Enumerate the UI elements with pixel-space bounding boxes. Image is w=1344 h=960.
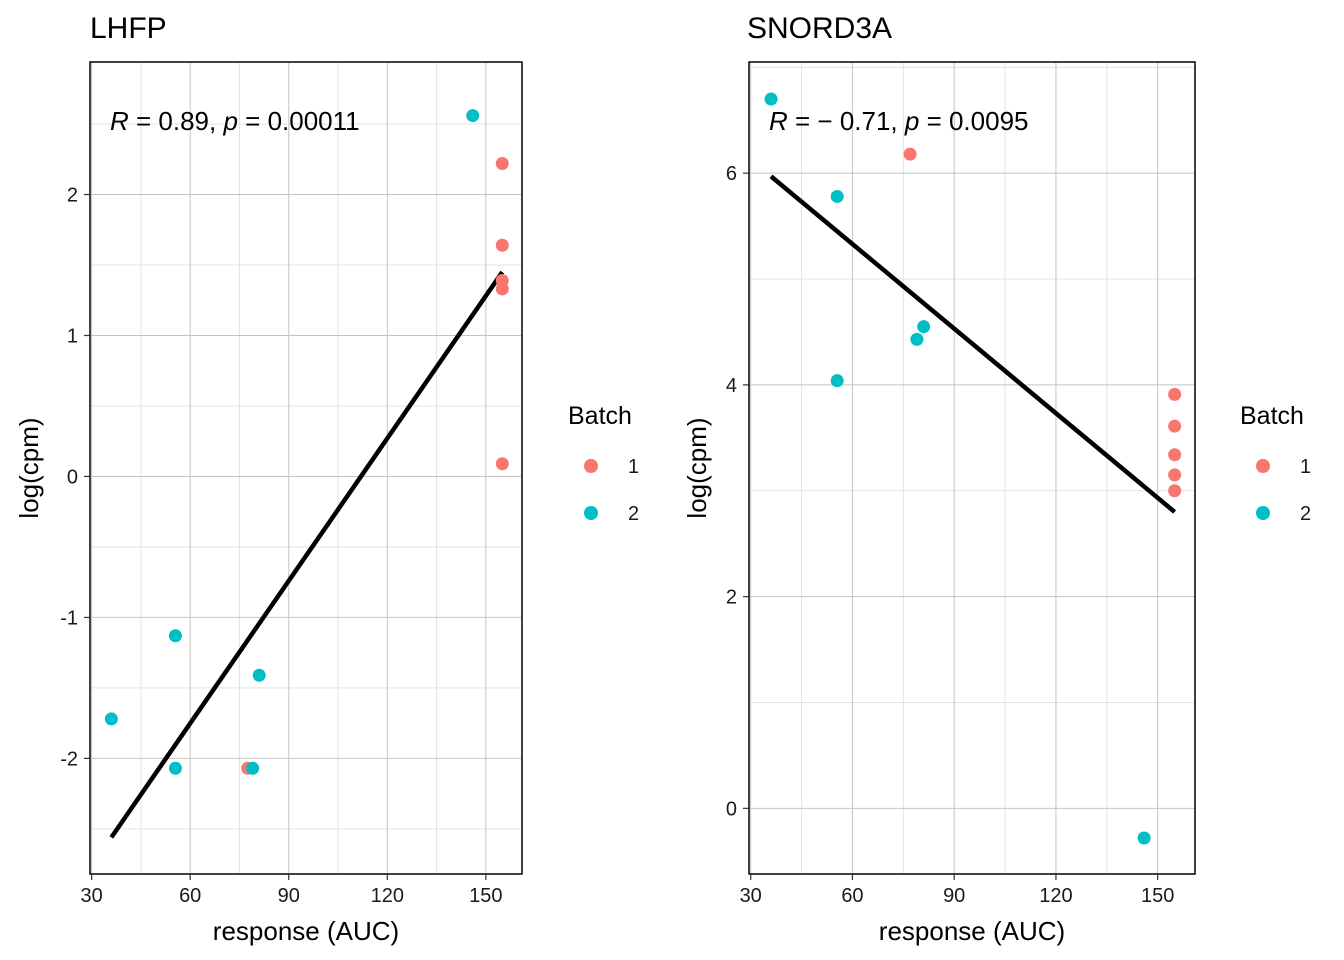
legend-swatch-batch-1 [584,459,598,473]
x-tick-label: 120 [371,885,404,907]
annotation-r-text: = − 0.71, [788,106,905,136]
legend-label: 1 [628,456,639,478]
correlation-annotation: R = 0.89, p = 0.00011 [110,106,360,136]
data-point-batch-1 [495,457,509,471]
legend: Batch 1 2 [568,402,639,525]
data-point-batch-1 [1168,419,1182,433]
data-point-batch-1 [495,282,509,296]
data-point-batch-2 [910,332,924,346]
x-tick-label: 90 [278,885,300,907]
regression-line [769,174,1177,514]
correlation-annotation: R = − 0.71, p = 0.0095 [769,106,1029,136]
annotation-r-label: R [769,106,788,136]
legend-swatch-batch-1 [1256,459,1270,473]
data-point-batch-1 [1168,468,1182,482]
y-tick-label: 0 [726,798,737,820]
chart-title: LHFP [90,12,167,45]
annotation-p-label: p [904,106,919,136]
x-tick-label: 150 [1141,885,1174,907]
data-point-batch-1 [495,157,509,170]
chart-title: SNORD3A [747,12,892,45]
x-tick-label: 120 [1039,885,1072,907]
panel-border [89,61,523,875]
y-tick-label: 0 [67,466,78,488]
legend: Batch 1 2 [1240,402,1311,525]
annotation-r-label: R [110,106,129,136]
legend-label: 2 [628,503,639,525]
regression-line [109,270,505,839]
y-tick-label: 4 [726,375,737,397]
x-tick-label: 30 [740,885,762,907]
data-point-batch-2 [104,712,118,726]
x-tick-label: 90 [943,885,965,907]
x-tick-label: 60 [841,885,863,907]
data-point-batch-2 [168,761,182,775]
data-point-batch-2 [764,92,778,106]
annotation-p-text: = 0.00011 [238,106,360,136]
x-tick-label: 30 [81,885,103,907]
data-point-batch-2 [466,109,480,123]
y-axis-title: log(cpm) [14,417,44,518]
y-tick-label: 2 [726,587,737,609]
legend-swatch-batch-2 [584,506,598,520]
annotation-p-text: = 0.0095 [919,106,1028,136]
data-point-batch-2 [830,374,844,388]
data-point-batch-1 [903,147,917,161]
y-tick-label: 1 [67,325,78,347]
data-point-batch-1 [1168,387,1182,401]
annotation-r-text: = 0.89, [129,106,224,136]
legend-label: 1 [1300,456,1311,478]
data-point-batch-2 [246,761,260,775]
y-tick-label: -2 [60,748,78,770]
y-tick-label: 6 [726,163,737,185]
x-axis-title: response (AUC) [213,916,399,946]
data-point-batch-1 [495,238,509,252]
chart-panel-1: 30 60 90 120 150 -2 -1 0 1 2 LHFP response (AUC) log… [14,12,639,946]
panel-border [748,61,1196,875]
annotation-p-label: p [222,106,237,136]
chart-panel-2: 30 60 90 120 150 0 2 4 6 SNORD3A response (AUC) log… [682,12,1311,946]
data-point-batch-2 [1137,831,1151,845]
legend-title: Batch [1240,402,1304,430]
data-point-batch-2 [168,629,182,643]
data-point-batch-1 [1168,484,1182,498]
legend-swatch-batch-2 [1256,506,1270,520]
legend-title: Batch [568,402,632,430]
x-axis-title: response (AUC) [879,916,1065,946]
legend-label: 2 [1300,503,1311,525]
x-tick-label: 150 [469,885,502,907]
y-tick-label: -1 [60,607,78,629]
data-point-batch-2 [252,668,266,682]
data-point-batch-1 [1168,448,1182,462]
data-point-batch-2 [830,189,844,203]
x-tick-label: 60 [179,885,201,907]
y-axis-title: log(cpm) [682,417,712,518]
y-tick-label: 2 [67,185,78,207]
data-point-batch-2 [917,320,931,334]
